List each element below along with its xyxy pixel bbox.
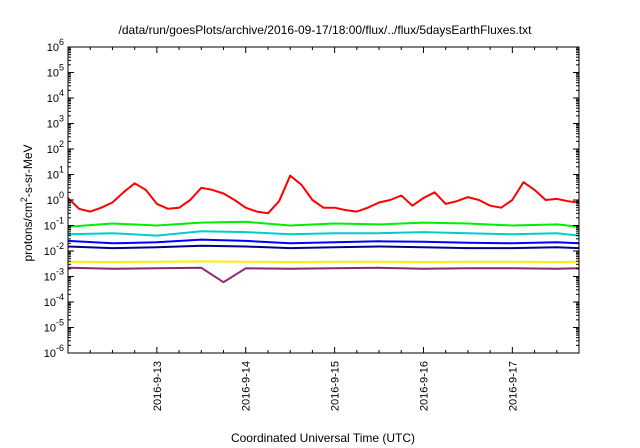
- series-line-4: [67, 244, 580, 250]
- y-tick-label-4: 10-2: [44, 241, 64, 258]
- x-tick-label-3: 2016-9-16: [419, 361, 431, 411]
- x-tick-label-1: 2016-9-14: [241, 361, 253, 411]
- y-tick-label-11: 105: [47, 63, 64, 80]
- series-line-1: [67, 220, 580, 228]
- y-tick-label-3: 10-3: [44, 267, 64, 284]
- x-tick-label-4: 2016-9-17: [507, 361, 519, 411]
- y-axis-label-suffix: -s-sr-MeV: [21, 144, 35, 197]
- y-tick-label-12: 106: [47, 37, 64, 54]
- series-line-3: [67, 238, 580, 245]
- y-tick-label-7: 101: [47, 165, 64, 182]
- y-axis-label-prefix: protons/cm: [21, 202, 35, 261]
- series-line-5: [67, 260, 580, 263]
- y-tick-label-5: 10-1: [44, 216, 64, 233]
- plot-frame: [67, 46, 580, 354]
- y-tick-label-6: 100: [47, 190, 64, 207]
- x-axis-label: Coordinated Universal Time (UTC): [231, 431, 415, 445]
- y-axis-label-superscript: 2: [19, 197, 29, 202]
- series-group: [67, 174, 580, 284]
- svg-text:protons/cm2-s-sr-MeV: protons/cm2-s-sr-MeV: [19, 144, 35, 261]
- y-tick-label-0: 10-6: [44, 343, 64, 360]
- series-line-6: [67, 266, 580, 284]
- chart-title: /data/run/goesPlots/archive/2016-09-17/1…: [119, 23, 533, 37]
- y-tick-label-8: 102: [47, 139, 64, 156]
- y-tick-label-10: 104: [47, 88, 64, 105]
- x-axis: 2016-9-13 2016-9-14 2016-9-15 2016-9-16 2016…: [67, 47, 580, 411]
- x-tick-label-2: 2016-9-15: [330, 361, 342, 411]
- y-tick-label-1: 10-5: [44, 318, 64, 335]
- series-line-2: [67, 230, 580, 237]
- x-tick-label-0: 2016-9-13: [152, 361, 164, 411]
- series-line-0: [67, 174, 580, 215]
- y-tick-label-9: 103: [47, 114, 64, 131]
- y-axis-label: protons/cm2-s-sr-MeV: [19, 144, 35, 261]
- y-tick-label-2: 10-4: [44, 292, 64, 309]
